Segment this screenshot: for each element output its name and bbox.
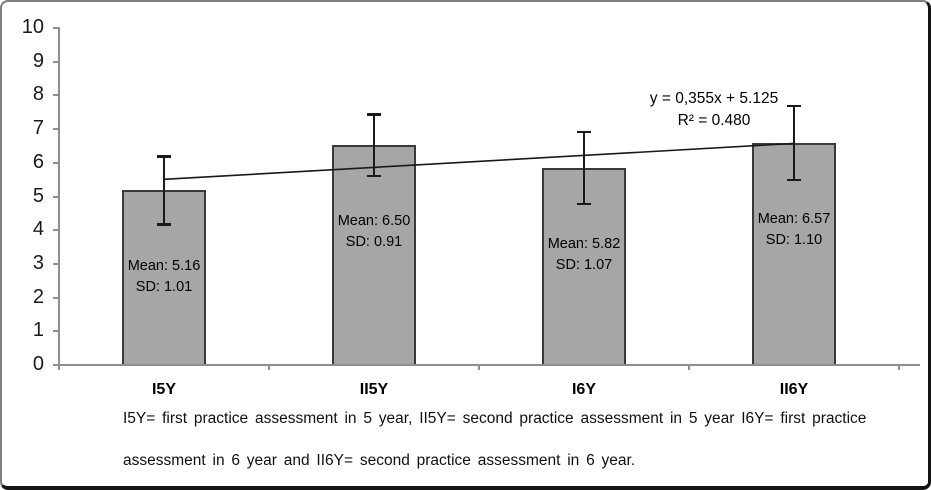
y-axis-tick-label: 9: [32, 49, 44, 72]
y-axis-tick-label: 4: [32, 218, 44, 241]
bar-value-label: Mean: 6.50 SD: 0.91: [314, 211, 434, 253]
bar-mean-text: Mean: 6.57: [757, 210, 831, 227]
y-axis-tick: [53, 296, 59, 299]
y-axis-tick: [53, 94, 59, 97]
error-bar-cap-bottom: [367, 174, 381, 178]
y-axis-tick: [53, 364, 59, 366]
x-axis-tick: [688, 364, 690, 370]
bar-value-label: Mean: 5.16 SD: 1.01: [104, 256, 224, 298]
error-bar-cap-bottom: [577, 202, 591, 206]
error-bar-cap-top: [577, 130, 591, 134]
error-bar-line: [373, 114, 375, 176]
error-bar-cap-top: [157, 155, 171, 158]
bar-sd-text: SD: 1.01: [135, 279, 193, 296]
x-axis-category-label: II6Y: [779, 381, 809, 398]
bar-value-label: Mean: 6.57 SD: 1.10: [734, 209, 854, 251]
x-axis-category-label: I6Y: [571, 381, 596, 398]
y-axis-tick: [53, 330, 59, 333]
x-axis-tick: [268, 364, 270, 370]
y-axis-tick: [53, 262, 59, 265]
error-bar-cap-top: [787, 104, 801, 108]
error-bar-cap-bottom: [787, 178, 801, 182]
y-axis-tick-label: 0: [32, 353, 44, 375]
bar-mean-text: Mean: 5.16: [127, 258, 201, 275]
figure-caption-line-2: assessment in 6 year and II6Y= second pr…: [123, 452, 636, 469]
y-axis-tick-label: 6: [32, 150, 44, 173]
x-axis-category-label: II5Y: [359, 381, 389, 398]
x-axis-tick: [898, 364, 900, 370]
error-bar-line: [793, 105, 795, 180]
y-axis-tick: [53, 195, 59, 198]
bar-value-label: Mean: 5.82 SD: 1.07: [524, 234, 644, 276]
y-axis-tick-label: 8: [32, 83, 44, 106]
y-axis-tick: [53, 229, 59, 232]
y-axis-tick-label: 3: [32, 251, 44, 274]
y-axis-tick-label: 2: [32, 285, 44, 308]
y-axis-tick: [53, 60, 59, 63]
trendline-r-squared-text: R² = 0.480: [677, 112, 751, 129]
bar-mean-text: Mean: 6.50: [337, 212, 411, 229]
y-axis-tick-label: 1: [32, 319, 44, 342]
bar-mean-text: Mean: 5.82: [547, 235, 621, 252]
error-bar-line: [583, 131, 585, 204]
figure-caption-line-1: I5Y= first practice assessment in 5 year…: [123, 410, 867, 427]
trendline-equation: y = 0,355x + 5.125 R² = 0.480: [614, 88, 814, 132]
y-axis-tick: [53, 27, 59, 29]
trendline-segment: [163, 142, 795, 181]
bar-sd-text: SD: 0.91: [345, 233, 403, 250]
trendline-equation-text: y = 0,355x + 5.125: [649, 90, 779, 107]
y-axis-tick-label: 10: [21, 16, 44, 38]
y-axis-tick-label: 5: [32, 184, 44, 207]
error-bar-line: [163, 156, 165, 225]
y-axis-tick-label: 7: [32, 117, 44, 140]
y-axis-tick: [53, 128, 59, 131]
error-bar-cap-bottom: [157, 223, 171, 226]
y-axis-line: [58, 27, 60, 366]
x-axis-tick: [58, 364, 60, 370]
x-axis-category-label: I5Y: [151, 381, 176, 398]
x-axis-tick: [478, 364, 480, 370]
y-axis-tick: [53, 161, 59, 164]
bar: [332, 144, 416, 364]
error-bar-cap-top: [367, 113, 381, 116]
bar-sd-text: SD: 1.10: [765, 231, 823, 248]
bar-sd-text: SD: 1.07: [555, 256, 613, 273]
x-axis-line: [53, 364, 920, 366]
